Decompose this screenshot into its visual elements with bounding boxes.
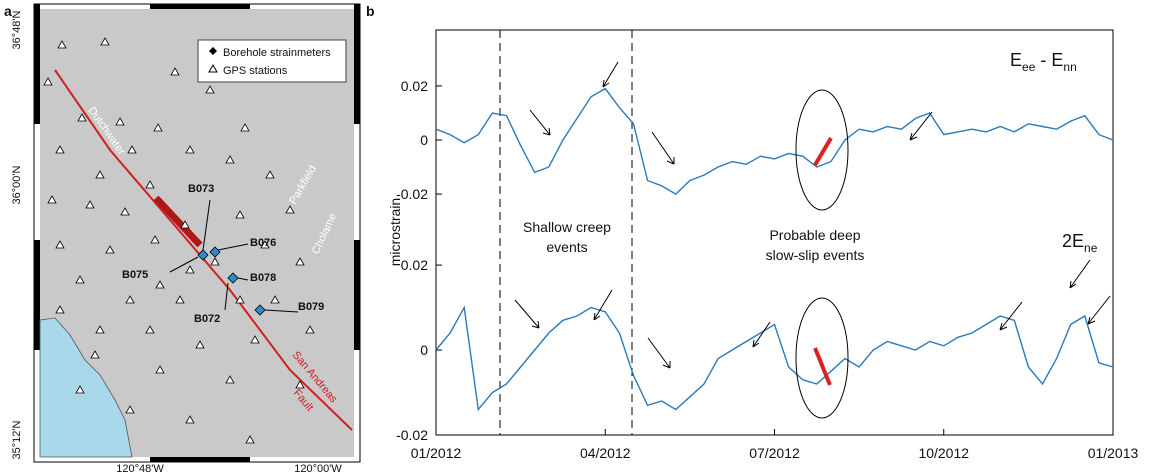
y-tick-label: 0.02 — [401, 78, 428, 94]
lat-label: 36°48'N — [11, 10, 23, 49]
map: Borehole strainmeters GPS stations B073 … — [11, 4, 360, 473]
slip-marker — [815, 138, 831, 165]
lon-label: 120°00'W — [294, 463, 342, 473]
station-label: B079 — [298, 301, 324, 313]
panel-label: b — [366, 3, 375, 19]
series-line — [436, 308, 1113, 410]
lon-label: 120°48'W — [116, 463, 164, 473]
station-label: B076 — [250, 237, 276, 249]
series-label: 2Ene — [1062, 231, 1098, 255]
legend-label: Borehole strainmeters — [223, 47, 331, 59]
series-line — [436, 89, 1113, 195]
figure: a b Borehole strainmeters GPS stations B… — [0, 0, 1151, 473]
station-label: B078 — [250, 272, 276, 284]
y-tick-label: 0 — [420, 342, 428, 358]
x-tick-label: 01/2012 — [411, 445, 462, 461]
y-axis-label: microstrain — [387, 198, 403, 266]
lat-label: 35°12'N — [11, 420, 23, 459]
station-label: B073 — [188, 183, 214, 195]
y-tick-label: 0.02 — [401, 257, 428, 273]
y-tick-label: 0 — [420, 132, 428, 148]
x-tick-label: 07/2012 — [749, 445, 800, 461]
lat-label: 36°00'N — [11, 165, 23, 204]
y-tick-label: -0.02 — [396, 427, 428, 443]
legend-label: GPS stations — [223, 65, 288, 77]
series-label: Eee - Enn — [1010, 50, 1077, 74]
y-tick-label: -0.02 — [396, 186, 428, 202]
x-tick-label: 10/2012 — [918, 445, 969, 461]
x-tick-label: 01/2013 — [1088, 445, 1139, 461]
station-label: B072 — [194, 313, 220, 325]
x-tick-label: 04/2012 — [580, 445, 631, 461]
station-label: B075 — [122, 269, 148, 281]
